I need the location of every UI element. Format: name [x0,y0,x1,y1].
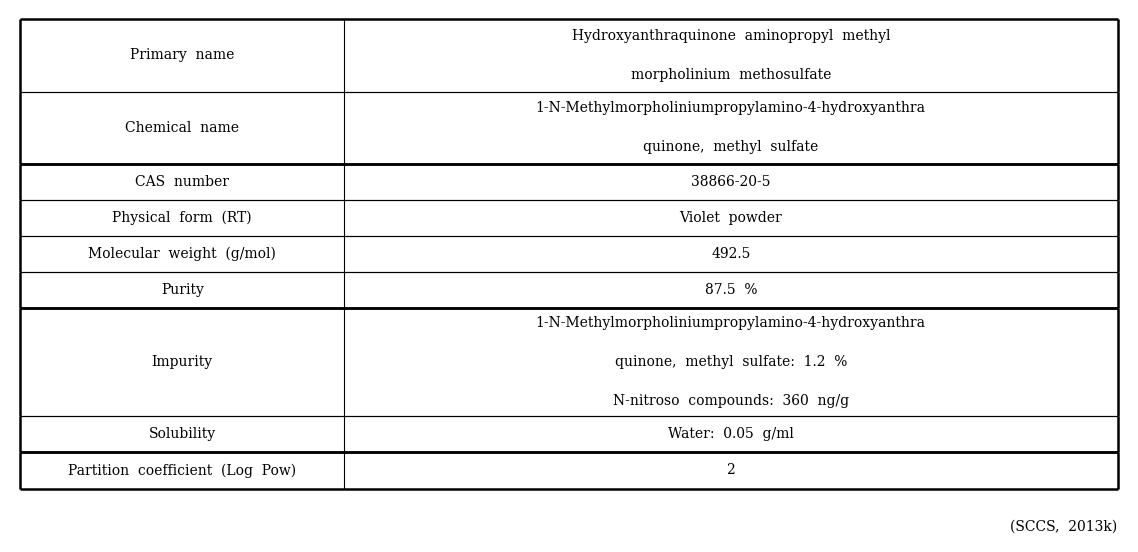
Text: Water:  0.05  g/ml: Water: 0.05 g/ml [668,427,793,442]
Text: Physical  form  (RT): Physical form (RT) [113,211,253,225]
Text: Solubility: Solubility [149,427,216,442]
Text: Hydroxyanthraquinone  aminopropyl  methyl

morpholinium  methosulfate: Hydroxyanthraquinone aminopropyl methyl … [571,29,890,82]
Text: Partition  coefficient  (Log  Pow): Partition coefficient (Log Pow) [68,463,296,477]
Text: 2: 2 [726,464,735,477]
Text: Impurity: Impurity [151,355,213,369]
Text: CAS  number: CAS number [135,175,229,189]
Text: 38866-20-5: 38866-20-5 [691,175,770,189]
Text: Purity: Purity [160,283,204,297]
Text: (SCCS,  2013k): (SCCS, 2013k) [1011,520,1118,534]
Text: 87.5  %: 87.5 % [704,283,757,297]
Text: 1-N-Methylmorpholiniumpropylamino-4-hydroxyanthra

quinone,  methyl  sulfate:  1: 1-N-Methylmorpholiniumpropylamino-4-hydr… [536,316,926,408]
Text: Primary  name: Primary name [130,49,234,62]
Text: 1-N-Methylmorpholiniumpropylamino-4-hydroxyanthra

quinone,  methyl  sulfate: 1-N-Methylmorpholiniumpropylamino-4-hydr… [536,101,926,154]
Text: 492.5: 492.5 [711,247,750,261]
Text: Chemical  name: Chemical name [125,120,239,135]
Text: Violet  powder: Violet powder [679,211,782,225]
Text: Molecular  weight  (g/mol): Molecular weight (g/mol) [89,247,277,261]
